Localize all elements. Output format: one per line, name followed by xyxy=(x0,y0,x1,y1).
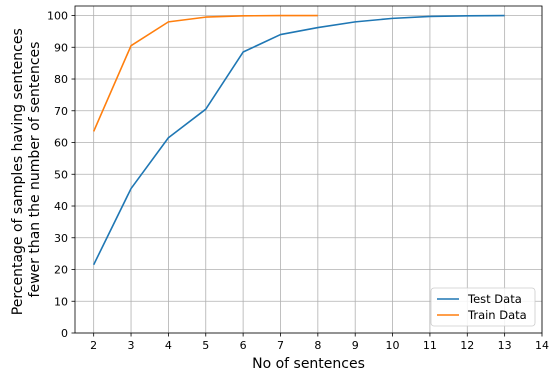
y-axis-ticks: 0 10 20 30 40 50 60 70 80 90 100 xyxy=(47,10,75,340)
x-tick-label: 5 xyxy=(202,339,209,352)
x-tick-label: 14 xyxy=(535,339,549,352)
y-tick-label: 0 xyxy=(61,327,68,340)
x-tick-label: 7 xyxy=(277,339,284,352)
x-tick-label: 11 xyxy=(423,339,437,352)
x-tick-label: 8 xyxy=(314,339,321,352)
y-tick-label: 10 xyxy=(54,295,68,308)
y-tick-label: 90 xyxy=(54,41,68,54)
y-tick-label: 100 xyxy=(47,10,68,23)
x-axis-ticks: 2 3 4 5 6 7 8 9 10 11 12 13 14 xyxy=(90,333,549,352)
y-axis-label: Percentage of samples having sentences f… xyxy=(10,24,43,315)
y-axis-label-line-2: fewer than the number of sentences xyxy=(27,42,43,298)
x-tick-label: 3 xyxy=(128,339,135,352)
series-lines xyxy=(92,14,505,266)
x-axis-label: No of sentences xyxy=(252,356,365,372)
y-tick-label: 60 xyxy=(54,137,68,150)
legend-label-1: Train Data xyxy=(467,308,527,322)
x-tick-label: 10 xyxy=(386,339,400,352)
x-tick-label: 6 xyxy=(240,339,247,352)
x-tick-label: 2 xyxy=(90,339,97,352)
legend-box xyxy=(430,287,536,327)
series-line-0 xyxy=(92,14,505,266)
x-tick-label: 12 xyxy=(460,339,474,352)
x-tick-label: 4 xyxy=(165,339,172,352)
series-line-1 xyxy=(92,14,318,132)
y-tick-label: 40 xyxy=(54,200,68,213)
y-tick-label: 20 xyxy=(54,264,68,277)
legend: Test Data Train Data xyxy=(430,287,536,327)
y-tick-label: 70 xyxy=(54,105,68,118)
legend-label-0: Test Data xyxy=(467,292,522,306)
y-tick-label: 50 xyxy=(54,168,68,181)
y-axis-label-line-1: Percentage of samples having sentences xyxy=(10,28,26,315)
y-tick-label: 30 xyxy=(54,232,68,245)
plot-frame xyxy=(74,5,543,334)
x-tick-label: 13 xyxy=(498,339,512,352)
x-tick-label: 9 xyxy=(352,339,359,352)
y-tick-label: 80 xyxy=(54,73,68,86)
